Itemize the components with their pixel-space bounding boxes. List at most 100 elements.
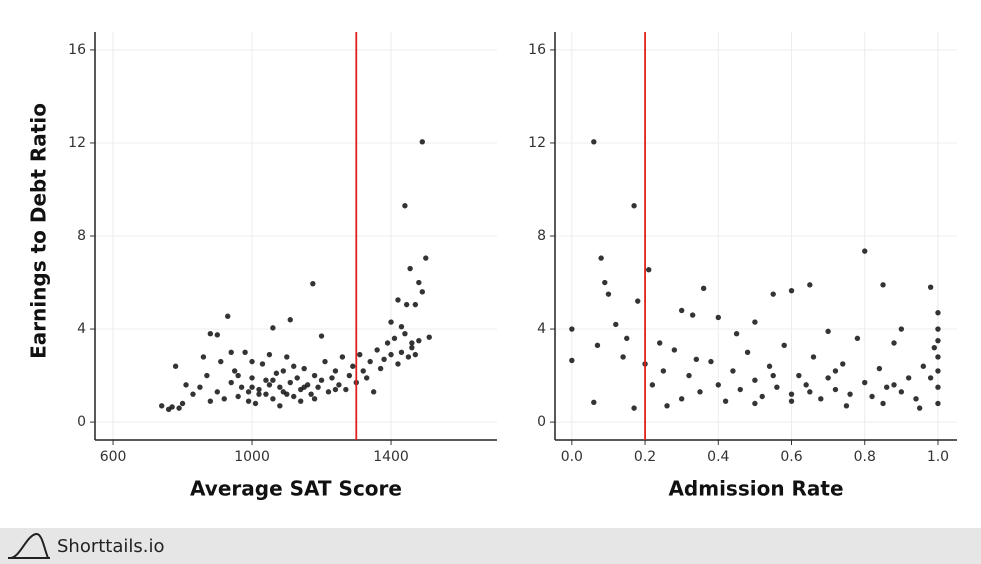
point xyxy=(613,321,619,328)
y-tick-label: 0 xyxy=(537,414,546,430)
point xyxy=(412,301,419,308)
point xyxy=(788,287,795,294)
point xyxy=(788,398,795,404)
point xyxy=(605,291,612,297)
y-axis-title: Earnings to Debt Ratio xyxy=(27,103,51,359)
point xyxy=(332,368,339,374)
point xyxy=(631,203,637,209)
point xyxy=(407,265,413,272)
point xyxy=(737,386,743,393)
point xyxy=(252,400,259,407)
point xyxy=(591,139,597,145)
point xyxy=(409,340,415,346)
point xyxy=(277,403,283,409)
point xyxy=(398,324,405,330)
point xyxy=(343,386,349,393)
point xyxy=(803,382,809,388)
point xyxy=(569,357,575,364)
point xyxy=(752,400,758,407)
x-tick-label: 0.8 xyxy=(854,449,876,465)
brand-name: Shorttails.io xyxy=(57,536,165,557)
point xyxy=(374,347,380,353)
point xyxy=(284,391,290,397)
point xyxy=(891,382,897,388)
point xyxy=(660,368,667,374)
point xyxy=(266,351,273,358)
point xyxy=(862,248,868,254)
point xyxy=(715,382,721,388)
point xyxy=(308,391,314,397)
point xyxy=(671,347,678,353)
point xyxy=(235,393,241,400)
point xyxy=(284,354,290,360)
y-tick-label: 4 xyxy=(77,321,86,337)
point xyxy=(291,363,297,369)
point xyxy=(869,393,875,400)
point xyxy=(708,358,714,365)
point xyxy=(664,403,670,409)
point xyxy=(935,400,941,407)
point xyxy=(228,379,234,386)
point xyxy=(263,391,269,397)
point xyxy=(402,330,408,337)
point xyxy=(318,333,325,339)
point xyxy=(367,358,373,365)
point xyxy=(402,203,408,209)
y-tick-label: 8 xyxy=(537,228,546,244)
point xyxy=(416,279,422,286)
point xyxy=(678,307,685,314)
point xyxy=(218,358,224,365)
point xyxy=(357,351,363,358)
y-tick-label: 16 xyxy=(68,42,86,58)
point xyxy=(686,372,692,379)
point xyxy=(927,375,934,381)
point xyxy=(602,279,608,286)
point xyxy=(245,389,252,395)
point xyxy=(249,375,255,381)
point xyxy=(598,255,604,261)
logo-icon xyxy=(8,533,50,559)
point xyxy=(810,354,817,360)
point xyxy=(169,404,175,410)
x-tick-label: 0.4 xyxy=(707,449,729,465)
point xyxy=(270,377,276,383)
point xyxy=(388,319,394,325)
point xyxy=(405,354,412,360)
point xyxy=(301,384,307,390)
x-tick-label: 1.0 xyxy=(927,449,949,465)
point xyxy=(935,368,941,374)
point xyxy=(426,334,432,340)
point xyxy=(807,389,813,395)
point xyxy=(693,356,700,362)
point xyxy=(172,363,179,369)
point xyxy=(905,375,912,381)
point xyxy=(807,282,813,288)
x-tick-label: 0.0 xyxy=(561,449,583,465)
point xyxy=(204,372,210,379)
point xyxy=(381,356,387,362)
point xyxy=(228,349,234,356)
x-tick-label: 600 xyxy=(100,449,127,465)
point xyxy=(214,332,221,338)
x-tick-label: 1000 xyxy=(234,449,270,465)
point xyxy=(350,363,356,369)
point xyxy=(880,400,886,407)
point xyxy=(291,393,297,400)
point xyxy=(256,386,262,393)
point xyxy=(318,377,325,383)
point xyxy=(657,340,663,346)
point xyxy=(880,282,886,288)
point xyxy=(370,389,377,395)
point xyxy=(364,375,370,381)
x-tick-label: 0.2 xyxy=(634,449,656,465)
point xyxy=(249,384,255,390)
point xyxy=(916,405,923,411)
point xyxy=(818,396,824,402)
y-tick-label: 12 xyxy=(528,135,546,151)
point xyxy=(620,354,626,360)
point xyxy=(854,335,861,342)
point xyxy=(311,372,318,379)
point xyxy=(594,342,601,349)
point xyxy=(266,382,273,388)
point xyxy=(825,375,831,381)
